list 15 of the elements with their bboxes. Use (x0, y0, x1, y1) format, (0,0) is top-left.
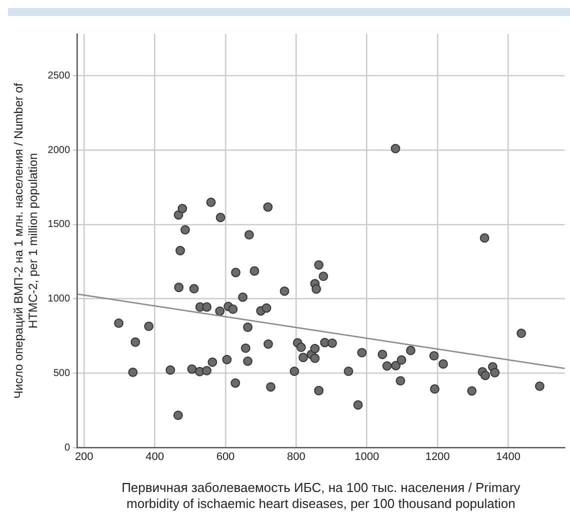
x-tick-label: 1000 (354, 451, 380, 464)
x-tick-label: 200 (74, 451, 94, 464)
x-tick-label: 800 (287, 451, 306, 464)
x-tick-label: 400 (146, 451, 164, 464)
y-tick-label: 1500 (48, 219, 70, 230)
y-tick-label: 0 (64, 442, 70, 454)
y-tick-label: 2000 (48, 144, 70, 156)
x-axis-title: Первичная заболеваемость ИБС, на 100 тыс. населения / Primary morbidity of ischaemic heart diseases, per 100 thousand population (122, 480, 521, 511)
y-axis-title: Число операций ВМП-2 на 1 млн. населения / Number of HTMC-2, per 1 million population (12, 82, 40, 399)
y-tick-label: 2500 (48, 70, 70, 82)
y-tick-label: 1000 (48, 294, 70, 305)
y-tick-label: 500 (53, 368, 70, 379)
x-tick-label: 1200 (425, 451, 450, 464)
x-tick-label: 1400 (496, 451, 520, 464)
x-tick-label: 600 (216, 451, 235, 464)
